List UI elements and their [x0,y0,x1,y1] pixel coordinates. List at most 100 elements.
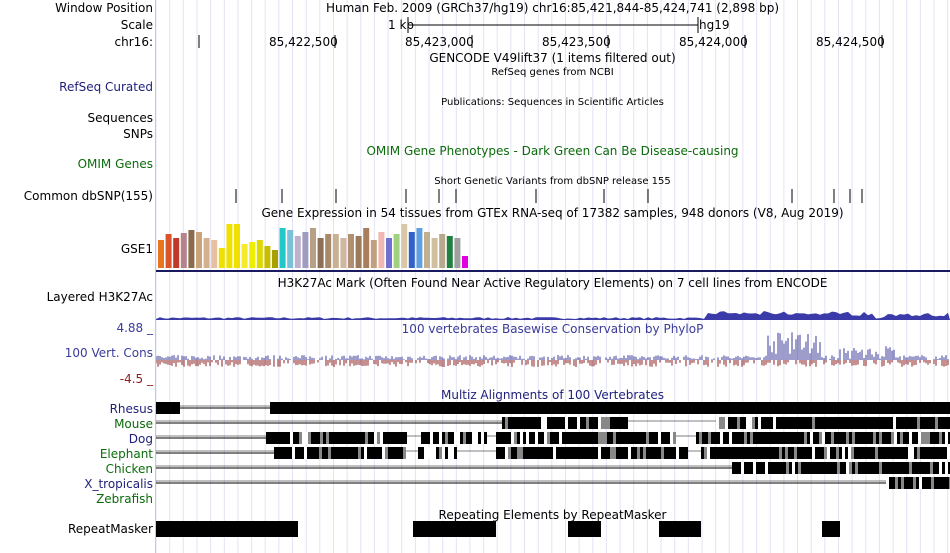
alignment-block [909,402,912,414]
alignment-block [574,432,577,444]
alignment-block [749,447,752,459]
alignment-block [840,402,843,414]
dbsnp-variant-ticks[interactable] [235,189,863,203]
species-label-chicken[interactable]: Chicken [105,462,153,476]
species-label-zebrafish[interactable]: Zebrafish [96,492,153,506]
species-label-mouse[interactable]: Mouse [114,417,153,431]
alignment-block [843,432,846,444]
alignment-block [801,402,804,414]
omim-track-label[interactable]: OMIM Genes [77,157,153,171]
alignment-block [840,432,843,444]
gtex-tissue-bar [462,256,468,268]
sequences-track-label[interactable]: Sequences [87,111,153,125]
alignment-block [782,447,785,459]
alignment-block [574,417,577,429]
dbsnp-track-label[interactable]: Common dbSNP(155) [23,189,153,203]
alignment-block [948,432,950,444]
alignment-block [619,447,622,459]
alignment-block [872,417,875,429]
gtex-tissue-bar [234,224,240,268]
alignment-block [774,432,777,444]
alignment-block [364,447,367,459]
species-label-xtropicalis[interactable]: X_tropicalis [84,477,153,491]
alignment-block [383,432,386,444]
alignment-block [752,447,755,459]
alignment-block [634,432,637,444]
alignment-block [384,402,387,414]
alignment-block [762,462,765,474]
gtex-expression-bars[interactable] [158,224,468,268]
species-label-elephant[interactable]: Elephant [99,447,153,461]
alignment-block [740,447,743,459]
alignment-block [309,402,312,414]
repeat-element-block [568,521,601,537]
alignment-block [528,402,531,414]
alignment-block [474,402,477,414]
gtex-tissue-bar [401,224,408,268]
alignment-block [732,462,735,474]
h3k27ac-signal[interactable] [156,311,950,320]
alignment-block [917,447,920,459]
gtex-gene-label[interactable]: GSE1 [120,242,153,256]
alignment-block [468,402,471,414]
alignment-block [571,432,574,444]
alignment-block [445,432,448,444]
alignment-block [636,402,639,414]
alignment-block [758,447,761,459]
alignment-block [577,432,580,444]
alignment-block [945,402,948,414]
alignment-block [420,402,423,414]
alignment-block [404,432,407,444]
species-label-dog[interactable]: Dog [128,432,153,446]
refseq-track-label[interactable]: RefSeq Curated [59,80,153,94]
alignment-block [800,447,803,459]
alignment-block [696,432,699,444]
gtex-tissue-bar [226,224,233,268]
species-label-rhesus[interactable]: Rhesus [109,402,153,416]
alignment-block [759,462,762,474]
conservation-track-label[interactable]: 100 Vert. Cons [64,346,153,360]
snps-track-label[interactable]: SNPs [123,127,153,141]
gtex-tissue-bar [287,230,294,268]
alignment-block [507,402,510,414]
alignment-block [535,417,538,429]
alignment-block [920,417,923,429]
alignment-block [288,402,291,414]
repeatmasker-blocks[interactable] [156,521,840,537]
alignment-block [592,417,595,429]
alignment-block [930,462,933,474]
alignment-block [598,432,601,444]
alignment-block [310,447,313,459]
alignment-block [376,447,379,459]
alignment-block [716,447,719,459]
alignment-block [435,402,438,414]
track-area[interactable] [156,0,950,553]
alignment-block [693,402,696,414]
alignment-block [496,447,499,459]
alignment-block [342,402,345,414]
repeatmasker-track-label[interactable]: RepeatMasker [67,522,153,536]
alignment-block [456,402,459,414]
gtex-tissue-bar [416,228,423,268]
alignment-block [852,432,855,444]
alignment-block [809,447,812,459]
conservation-signal[interactable] [156,332,949,367]
alignment-block [903,402,906,414]
alignment-block [699,402,702,414]
alignment-block [848,417,851,429]
alignment-block [669,402,672,414]
alignment-block [462,402,465,414]
alignment-block [514,447,517,459]
alignment-block [580,417,583,429]
alignment-block [673,447,676,459]
alignment-block [725,447,728,459]
h3k27ac-track-label[interactable]: Layered H3K27Ac [46,290,153,304]
gtex-tissue-bar [203,238,210,268]
alignment-block [813,432,816,444]
alignment-block [645,402,648,414]
multiz-alignment-rows[interactable] [156,402,950,489]
alignment-block [767,417,770,429]
alignment-block [637,447,640,459]
alignment-block [744,462,747,474]
